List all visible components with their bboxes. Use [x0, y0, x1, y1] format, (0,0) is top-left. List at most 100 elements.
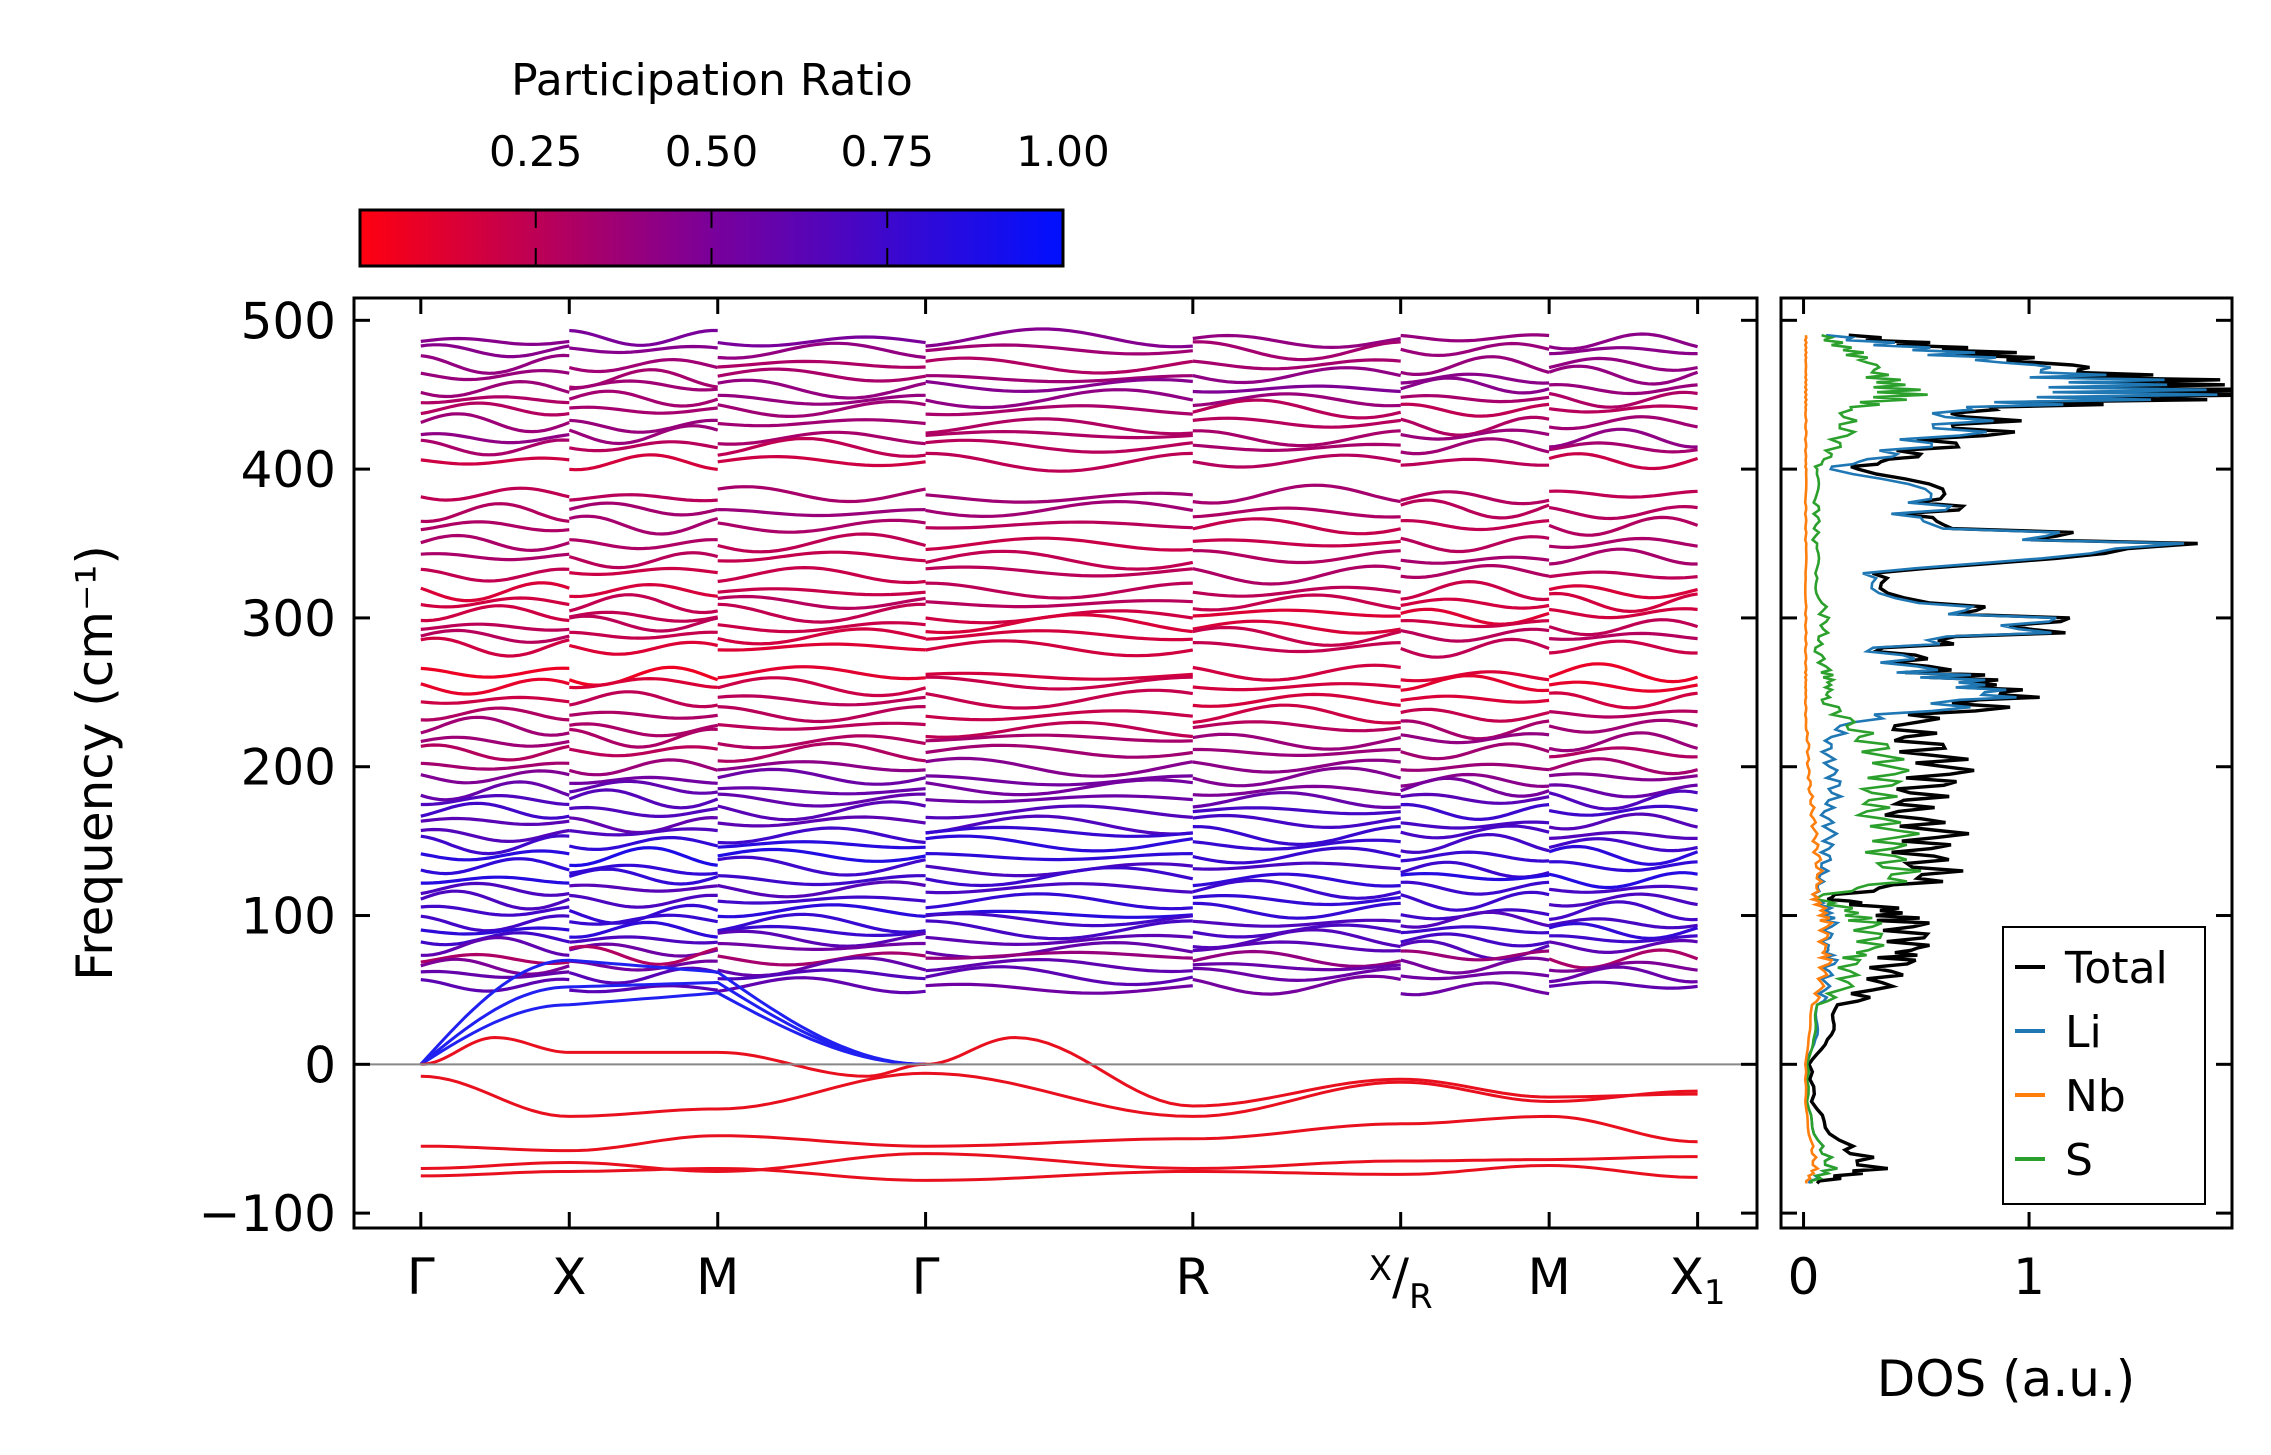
phonon-band	[1400, 694, 1550, 704]
phonon-band	[1548, 332, 1698, 351]
phonon-band	[717, 532, 927, 554]
band-axes-frame	[352, 296, 1759, 1230]
imaginary-band	[420, 1114, 1698, 1153]
phonon-band	[1192, 838, 1401, 851]
phonon-band	[569, 727, 718, 749]
phonon-band	[1192, 928, 1401, 950]
phonon-band	[925, 491, 1193, 504]
x-tick-label: Γ	[407, 1248, 435, 1306]
phonon-band	[420, 636, 570, 658]
phonon-band	[717, 855, 926, 877]
phonon-band	[569, 920, 718, 939]
phonon-band	[925, 356, 1194, 375]
phonon-band	[1400, 490, 1550, 506]
dos-x-tick-label: 1	[2013, 1248, 2045, 1306]
x-tick-label: R	[1175, 1248, 1210, 1306]
phonon-band	[569, 614, 719, 633]
legend-label: Li	[2065, 1007, 2102, 1058]
x-tick-label: Γ	[912, 1248, 940, 1306]
phonon-band	[925, 629, 1193, 642]
phonon-band	[568, 966, 719, 985]
phonon-band	[1192, 442, 1401, 453]
phonon-band	[569, 775, 718, 786]
phonon-band	[1400, 637, 1550, 659]
phonon-band	[925, 709, 1193, 722]
phonon-band	[925, 581, 1193, 600]
phonon-band	[1548, 570, 1698, 580]
phonon-band	[1548, 504, 1698, 521]
phonon-band	[420, 875, 570, 885]
phonon-band	[420, 533, 570, 553]
phonon-band	[717, 956, 927, 978]
phonon-band	[1548, 709, 1698, 719]
phonon-band	[1192, 878, 1402, 900]
phonon-band	[1549, 382, 1698, 396]
phonon-band	[1548, 980, 1698, 990]
phonon-band	[1400, 732, 1550, 745]
phonon-band	[925, 536, 1193, 552]
phonon-band	[1192, 506, 1401, 519]
dos-curve-li	[1804, 333, 2218, 1184]
y-tick-label: 100	[241, 888, 336, 946]
phonon-band	[1192, 806, 1401, 816]
phonon-band	[420, 343, 570, 359]
phonon-band	[1548, 948, 1699, 970]
phonon-band	[1400, 820, 1550, 830]
phonon-band	[420, 456, 570, 466]
phonon-band	[420, 827, 570, 844]
phonon-band	[1548, 631, 1698, 641]
phonon-band	[925, 909, 1193, 919]
y-tick-label: 300	[241, 590, 336, 648]
phonon-band	[420, 353, 570, 375]
phonon-band	[1548, 718, 1698, 734]
phonon-band	[1548, 390, 1698, 409]
phonon-band	[1192, 813, 1401, 830]
phonon-band	[420, 881, 570, 897]
phonon-band	[569, 827, 718, 837]
phonon-band	[1548, 960, 1698, 973]
phonon-band	[1400, 824, 1550, 840]
phonon-band	[420, 801, 570, 820]
phonon-band	[925, 834, 1194, 853]
phonon-band	[717, 741, 926, 763]
phonon-band	[568, 835, 719, 852]
phonon-band	[925, 451, 1193, 473]
phonon-band	[569, 379, 718, 392]
phonon-band	[569, 913, 718, 926]
band-y-ticks: −100 0 100 200 300 400 500	[199, 292, 1757, 1243]
phonon-band	[1400, 871, 1550, 882]
dos-x-axis-label: DOS (a.u.)	[1877, 1350, 2136, 1408]
phonon-band	[1548, 900, 1698, 922]
phonon-band	[568, 788, 719, 810]
phonon-band	[717, 929, 926, 948]
phonon-band	[925, 520, 1193, 530]
legend-entries: Total Li Nb S	[2015, 943, 2168, 1186]
phonon-band	[420, 793, 570, 807]
phonon-band	[717, 341, 926, 360]
phonon-band	[925, 804, 1193, 820]
phonon-band	[569, 745, 718, 758]
phonon-band	[717, 367, 926, 383]
dos-y-ticks	[1781, 318, 2232, 1215]
phonon-band	[717, 587, 926, 597]
phonon-band	[1548, 584, 1698, 600]
phonon-band	[420, 604, 570, 623]
band-lines	[419, 327, 1699, 1182]
phonon-band	[569, 453, 718, 472]
phonon-band	[420, 502, 570, 524]
phonon-band	[717, 800, 926, 822]
phonon-band	[569, 893, 718, 909]
phonon-band	[420, 761, 570, 771]
acoustic-band	[419, 980, 926, 1066]
phonon-band	[717, 903, 926, 919]
phonon-band	[1192, 825, 1401, 847]
phonon-band	[1548, 639, 1698, 655]
phonon-band	[420, 567, 570, 583]
phonon-band	[420, 849, 570, 862]
phonon-band	[420, 432, 570, 445]
x-tick-label: X	[552, 1248, 586, 1306]
phonon-band	[420, 935, 570, 957]
phonon-band	[717, 335, 926, 348]
phonon-band	[1192, 663, 1401, 682]
phonon-band	[569, 344, 718, 355]
